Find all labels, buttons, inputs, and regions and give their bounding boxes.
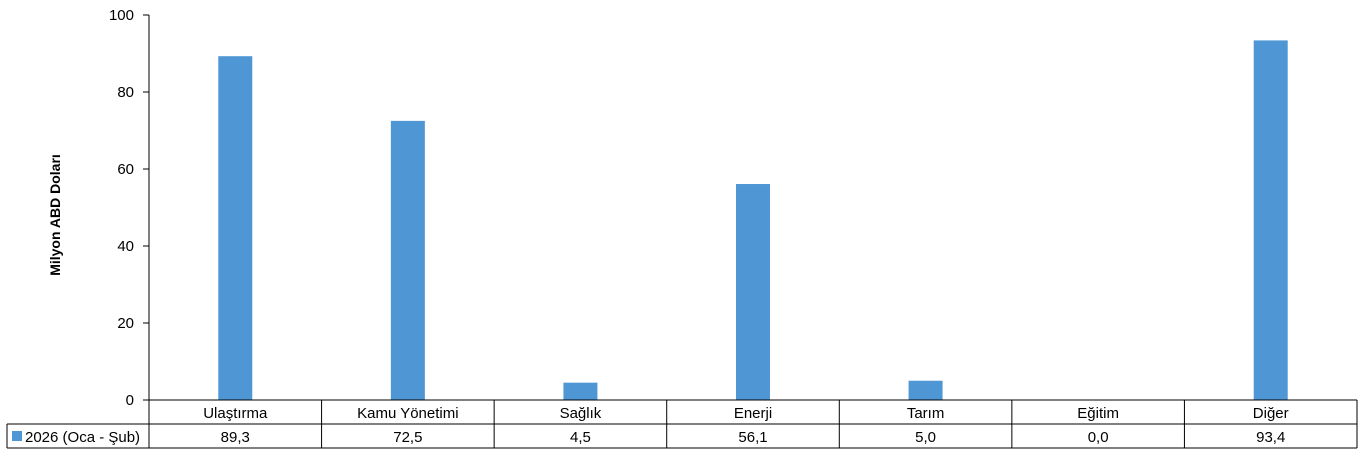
legend-label: 2026 (Oca - Şub) <box>25 429 140 446</box>
data-label: 72,5 <box>393 429 422 446</box>
data-label: 89,3 <box>221 429 250 446</box>
y-ticks: 0 20 40 60 80 100 <box>109 7 149 409</box>
data-label: 5,0 <box>915 429 936 446</box>
data-label: 0,0 <box>1088 429 1109 446</box>
category-label: Diğer <box>1253 405 1289 422</box>
bar <box>563 382 598 400</box>
bar <box>908 380 943 400</box>
bars <box>218 40 1288 400</box>
bar <box>218 56 253 400</box>
data-label: 93,4 <box>1256 429 1285 446</box>
category-label: Eğitim <box>1077 405 1119 422</box>
y-tick-label: 100 <box>109 7 134 24</box>
y-tick-label: 60 <box>117 161 134 178</box>
y-tick-label: 40 <box>117 238 134 255</box>
y-axis-label: Milyon ABD Doları <box>47 154 63 276</box>
category-label: Ulaştırma <box>203 405 268 422</box>
bar <box>736 184 770 400</box>
category-label: Tarım <box>907 405 945 422</box>
bar <box>1253 40 1288 400</box>
legend-swatch <box>12 431 22 441</box>
category-label: Kamu Yönetimi <box>357 405 458 422</box>
data-label: 56,1 <box>738 429 767 446</box>
data-label: 4,5 <box>570 429 591 446</box>
data-table: Ulaştırma 89,3 Kamu Yönetimi 72,5 Sağlık 4,5 E… <box>6 399 1358 449</box>
category-label: Sağlık <box>560 405 602 422</box>
y-tick-label: 20 <box>117 315 134 332</box>
y-tick-label: 80 <box>117 84 134 101</box>
y-tick-label: 0 <box>126 392 134 409</box>
category-label: Enerji <box>734 405 772 422</box>
bar <box>390 120 425 400</box>
